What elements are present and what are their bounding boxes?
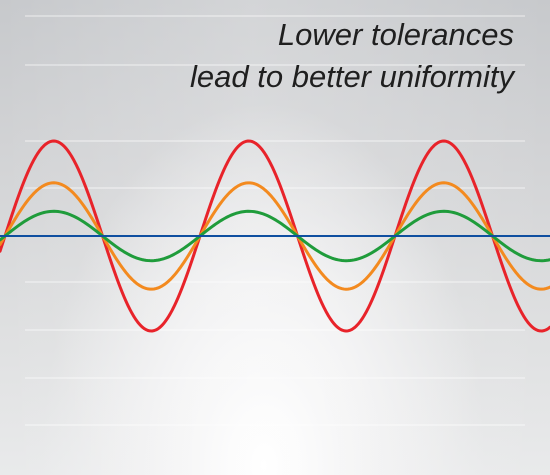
- wave-series-3: [0, 209, 550, 263]
- wave-series-1: [0, 139, 550, 333]
- wave-series-2: [0, 181, 550, 291]
- headline-line-2: lead to better uniformity: [190, 59, 514, 94]
- diagram-headline: Lower tolerances lead to better uniformi…: [190, 14, 514, 98]
- headline-line-1: Lower tolerances: [277, 17, 514, 52]
